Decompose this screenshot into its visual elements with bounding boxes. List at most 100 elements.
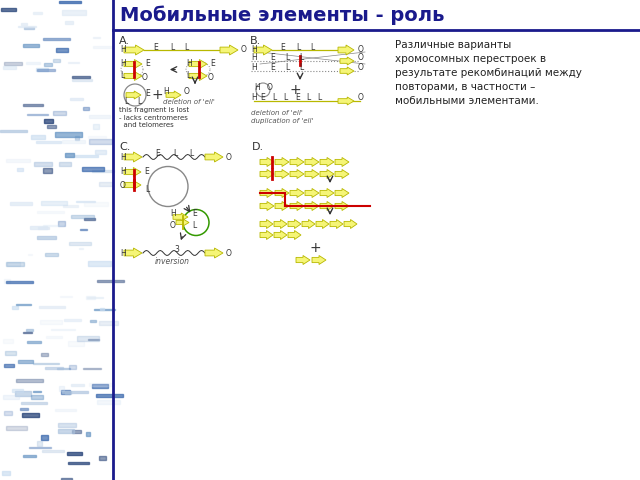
Text: O: O <box>226 249 232 257</box>
FancyArrow shape <box>205 152 223 162</box>
Bar <box>0 130 27 132</box>
Text: A.: A. <box>119 36 130 46</box>
FancyArrow shape <box>288 219 301 228</box>
Bar <box>63 204 78 207</box>
Bar <box>79 248 83 249</box>
Bar <box>6 262 24 266</box>
FancyArrow shape <box>340 67 354 75</box>
Bar <box>59 162 72 166</box>
FancyArrow shape <box>340 57 354 65</box>
Bar <box>6 280 33 283</box>
FancyArrow shape <box>335 169 349 179</box>
FancyArrow shape <box>124 180 141 190</box>
Text: L: L <box>317 94 321 103</box>
Bar <box>15 304 31 305</box>
Text: H: H <box>163 87 169 96</box>
Bar <box>36 68 48 71</box>
Bar <box>53 60 60 62</box>
FancyArrow shape <box>274 230 287 240</box>
Bar <box>68 341 84 346</box>
FancyArrow shape <box>189 72 207 81</box>
Bar <box>58 429 74 433</box>
Text: O: O <box>208 72 214 82</box>
FancyArrow shape <box>260 202 274 211</box>
Bar <box>12 306 18 309</box>
Bar <box>83 368 101 370</box>
Bar <box>31 395 43 399</box>
Bar <box>31 135 45 139</box>
Bar <box>60 296 72 297</box>
FancyArrow shape <box>290 169 304 179</box>
FancyArrow shape <box>124 60 142 69</box>
Text: O: O <box>241 46 247 55</box>
Text: O: O <box>142 72 148 82</box>
Text: E: E <box>210 60 215 69</box>
Text: L: L <box>186 71 190 80</box>
Text: deletion of 'ell'
duplication of 'ell': deletion of 'ell' duplication of 'ell' <box>251 110 314 124</box>
Text: H: H <box>170 209 176 218</box>
Bar <box>89 115 109 118</box>
Bar <box>12 389 23 392</box>
Bar <box>21 402 47 404</box>
Text: L: L <box>145 185 149 194</box>
Bar <box>76 156 99 157</box>
FancyArrow shape <box>335 189 349 197</box>
Text: L: L <box>124 97 128 107</box>
Bar <box>38 227 49 229</box>
Bar <box>44 119 53 123</box>
Bar <box>72 76 90 78</box>
Bar <box>97 280 124 282</box>
Text: O: O <box>358 53 364 62</box>
Text: L: L <box>299 53 303 62</box>
Text: L: L <box>120 71 124 80</box>
Bar <box>88 262 111 266</box>
Text: E: E <box>270 63 275 72</box>
FancyArrow shape <box>302 219 315 228</box>
FancyArrow shape <box>338 97 354 105</box>
Bar <box>1 8 16 12</box>
Bar <box>15 392 31 396</box>
Bar <box>72 430 81 433</box>
Bar <box>84 202 108 206</box>
Bar <box>36 236 56 239</box>
FancyArrow shape <box>260 157 274 167</box>
Bar <box>89 139 111 144</box>
Text: H: H <box>120 153 125 161</box>
Text: E: E <box>153 43 157 51</box>
Bar <box>90 320 97 322</box>
Text: E: E <box>145 60 150 69</box>
Text: E: E <box>155 148 160 157</box>
Text: O: O <box>120 180 126 190</box>
Text: L: L <box>170 43 174 51</box>
Text: O: O <box>358 46 364 55</box>
Bar <box>65 21 74 24</box>
Text: O: O <box>358 94 364 103</box>
Bar <box>88 338 99 340</box>
Bar <box>33 12 42 14</box>
Bar <box>86 432 90 435</box>
FancyArrow shape <box>296 255 310 264</box>
FancyArrow shape <box>275 202 289 211</box>
FancyArrow shape <box>124 72 142 81</box>
Text: L: L <box>283 94 287 103</box>
Bar <box>20 408 28 410</box>
Bar <box>29 447 51 448</box>
FancyArrow shape <box>290 202 304 211</box>
Bar <box>47 124 56 128</box>
Text: L: L <box>137 97 141 107</box>
Bar <box>76 201 95 203</box>
Bar <box>68 462 89 464</box>
Bar <box>18 360 33 363</box>
Bar <box>95 150 106 154</box>
Bar <box>44 38 70 40</box>
Bar <box>68 365 76 369</box>
FancyArrow shape <box>124 45 144 55</box>
FancyArrow shape <box>305 202 319 211</box>
Bar <box>61 478 72 480</box>
Text: E: E <box>145 88 150 97</box>
Bar <box>65 153 74 157</box>
FancyArrow shape <box>335 157 349 167</box>
Bar <box>99 181 113 186</box>
FancyArrow shape <box>335 202 349 211</box>
FancyArrow shape <box>305 189 319 197</box>
